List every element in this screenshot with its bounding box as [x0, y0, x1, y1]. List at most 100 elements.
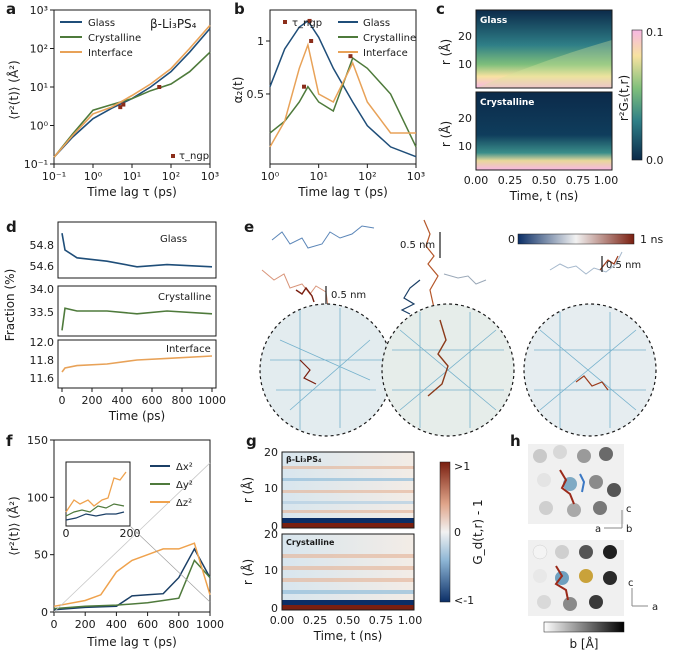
panel-g-heatmap-bottom: Crystalline: [281, 533, 415, 611]
panel-d-subtitle-glass: Glass: [160, 234, 187, 245]
legend-b-glass: Glass: [363, 18, 390, 29]
panel-g-bottom-title: Crystalline: [286, 538, 335, 547]
panel-c-glass-spread: [476, 40, 612, 88]
legend-f-dz: Δz²: [176, 498, 192, 509]
panel-d-xtick: 1000: [198, 394, 226, 407]
panel-f-legend: Δx² Δy² Δz²: [150, 462, 193, 509]
panel-h-structure-bottom: [528, 540, 624, 616]
path-bottom: [554, 565, 569, 601]
panel-a-xtick: 10³: [201, 170, 219, 183]
panel-a-ytick: 10³: [30, 4, 48, 17]
panel-c-ytick-top-10: 10: [458, 58, 472, 71]
panel-g-bottom-bg: [282, 534, 414, 610]
panel-g-heatmap-top: β-Li₃PS₄: [281, 451, 415, 529]
axis-c-bottom: c: [628, 578, 634, 589]
atom: [533, 449, 547, 463]
panel-g-cbar-top: >1: [454, 460, 470, 473]
atom: [603, 571, 617, 585]
panel-g-top-band: [282, 523, 414, 528]
legend-b-tau: τ_ngp: [292, 18, 322, 29]
panel-e-cbar-left: 0: [508, 233, 515, 246]
network-left: [270, 308, 382, 430]
panel-f-series: [53, 547, 211, 611]
panel-e-label: e: [244, 218, 254, 236]
atom: [537, 473, 551, 487]
panel-b-tau-marker: [302, 84, 307, 89]
panel-f-axes: [53, 439, 211, 613]
panel-b-xtick: 10¹: [309, 170, 327, 183]
panel-f-xtick: 200: [75, 618, 96, 631]
panel-a-xtick: 10²: [162, 170, 180, 183]
atom: [603, 545, 617, 559]
trajectory-in-right: [575, 375, 609, 391]
panel-g-ytick: 20: [264, 446, 278, 459]
structure-circle-right: [523, 303, 657, 437]
panel-f-ylabel: ⟨r²(t)⟩ (Å²): [6, 496, 21, 555]
panel-h-axes-top: a b c: [595, 504, 632, 535]
panel-c-ytick-bottom-10: 10: [458, 140, 472, 153]
atom: [539, 501, 553, 515]
panel-c-xtick: 0.25: [498, 174, 523, 187]
panel-a-series-interface: [53, 24, 211, 158]
panel-g-xtick: 0.00: [270, 614, 295, 627]
panel-d-ytick: 11.6: [30, 372, 55, 385]
scalebar-2-label: 0.5 nm: [400, 240, 435, 251]
panel-g-top-band: [282, 510, 414, 513]
panel-c-ylabel-bottom: r (Å): [438, 121, 453, 147]
panel-d-subtitle-crystalline: Crystalline: [158, 292, 211, 303]
panel-a-xtick: 10⁻¹: [42, 170, 66, 183]
panel-c-axes-bottom: [475, 91, 613, 171]
panel-d-axes-interface: [57, 339, 217, 389]
panel-d-series-glass: [61, 233, 213, 268]
atom: [577, 449, 591, 463]
panel-b-xtick: 10²: [358, 170, 376, 183]
panel-h-cbar-label: b [Å]: [569, 636, 598, 651]
panel-b-legend: τ_ngp Glass Crystalline Interface: [283, 18, 416, 59]
panel-d-subtitle-interface: Interface: [166, 344, 211, 355]
axis-b-top: b: [626, 524, 632, 535]
trajectory-right-end: [599, 255, 619, 271]
atom: [579, 569, 593, 583]
legend-a-interface: Interface: [88, 48, 133, 59]
network-right: [534, 312, 646, 428]
panel-c-xtick: 1.00: [594, 174, 619, 187]
panel-d-axes-glass: [57, 221, 217, 279]
panel-g-ytick: 20: [264, 528, 278, 541]
trajectory-in-left: [299, 359, 317, 385]
atom: [537, 595, 551, 609]
panel-e-circle-middle: [381, 303, 515, 437]
panel-g-top-band: [282, 501, 414, 504]
axis-a-bottom: a: [652, 602, 658, 613]
inset-xtick-200: 200: [120, 527, 141, 540]
panel-c-ytick-bottom-20: 20: [458, 112, 472, 125]
panel-g-bottom-band: [282, 590, 414, 594]
panel-g-top-axes: [281, 451, 415, 529]
panel-c-ytick-top-20: 20: [458, 30, 472, 43]
panel-f-xtick: 600: [137, 618, 158, 631]
atom: [563, 597, 577, 611]
panel-d-series-interface: [61, 355, 213, 373]
panel-g-top-band: [282, 466, 414, 469]
panel-g-top-band: [282, 518, 414, 523]
panel-d-xlabel: Time (ps): [108, 409, 165, 423]
panel-g-ylabel-top: r (Å): [240, 477, 255, 503]
panel-g-xtick: 0.75: [369, 614, 394, 627]
panel-g-top-title: β-Li₃PS₄: [286, 455, 322, 464]
panel-a-xlabel: Time lag τ (ps): [86, 185, 177, 199]
trajectory-left-top: [271, 225, 375, 249]
panel-a-plot: 10⁻¹ 10⁰ 10¹ 10² 10³ 10⁻¹ 10⁰ 10¹ 10² 10³: [24, 4, 219, 183]
inset-connector: [129, 525, 211, 603]
panel-d-ytick: 11.8: [30, 354, 55, 367]
panel-g-bottom-band: [282, 600, 414, 605]
panel-c-top-title: Glass: [480, 16, 507, 26]
legend-a-crystalline: Crystalline: [88, 33, 141, 44]
panel-a-annotation: β-Li₃PS₄: [150, 17, 197, 31]
axis-c-top: c: [626, 504, 632, 515]
panel-c-bottom-title: Crystalline: [480, 98, 534, 108]
panel-g-cbar-mid: 0: [454, 526, 461, 539]
panel-d-plot: 0 200 400 600 800 1000: [57, 221, 226, 407]
panel-b-tau-marker: [307, 18, 312, 23]
panel-c-xtick: 0.75: [566, 174, 591, 187]
panel-b-ylabel: α₂(t): [231, 77, 245, 104]
panel-c-xticks: 0.00 0.25 0.50 0.75 1.00: [464, 174, 619, 187]
